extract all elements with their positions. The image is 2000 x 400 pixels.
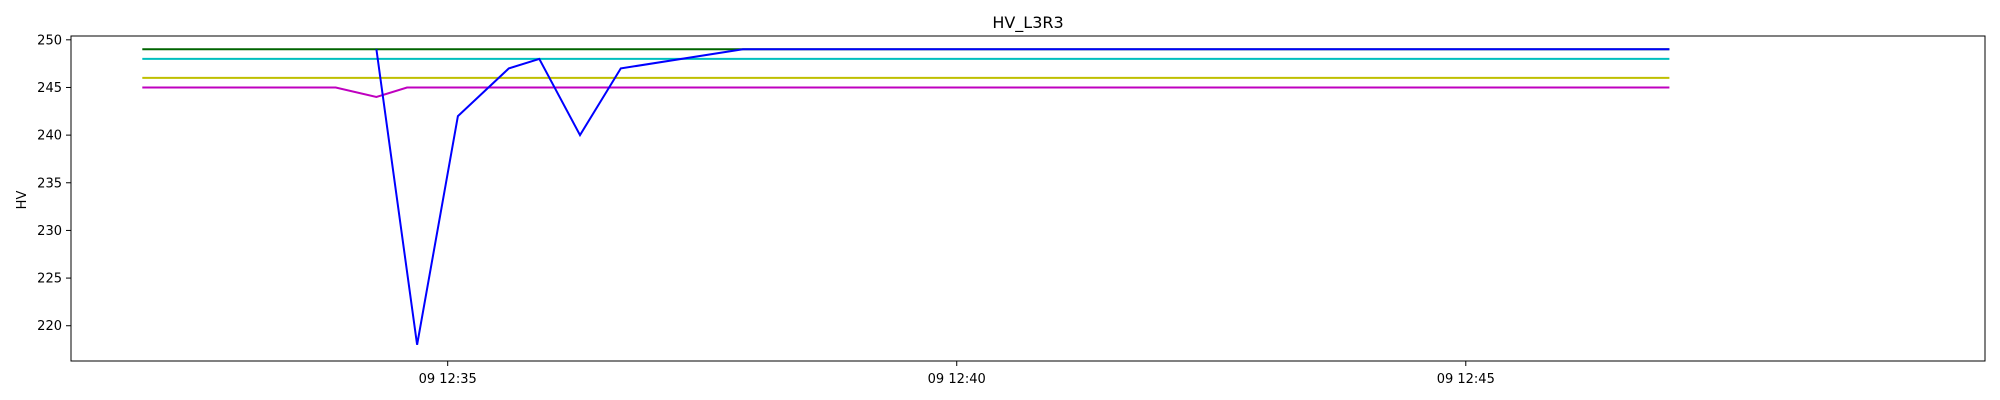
y-tick-label: 240: [37, 129, 62, 144]
y-tick-label: 225: [37, 272, 62, 287]
chart-title: HV_L3R3: [992, 13, 1063, 33]
series-line-4: [142, 86, 1670, 99]
y-tick-label: 220: [37, 319, 62, 334]
x-tick-label: 09 12:45: [1437, 372, 1495, 387]
series-line-5: [375, 48, 1670, 345]
y-tick-label: 245: [37, 81, 62, 96]
x-axis: 09 12:35 09 12:40 09 12:45: [419, 361, 1495, 387]
y-axis: 220 225 230 235 240 245 250: [37, 33, 71, 334]
x-tick-label: 09 12:35: [419, 372, 477, 387]
plot-frame: [70, 35, 1986, 362]
plot-area: [142, 48, 1670, 345]
y-tick-label: 230: [37, 224, 62, 239]
y-tick-label: 235: [37, 176, 62, 191]
x-tick-label: 09 12:40: [928, 372, 986, 387]
y-axis-label: HV: [15, 191, 30, 210]
y-tick-label: 250: [37, 33, 62, 48]
